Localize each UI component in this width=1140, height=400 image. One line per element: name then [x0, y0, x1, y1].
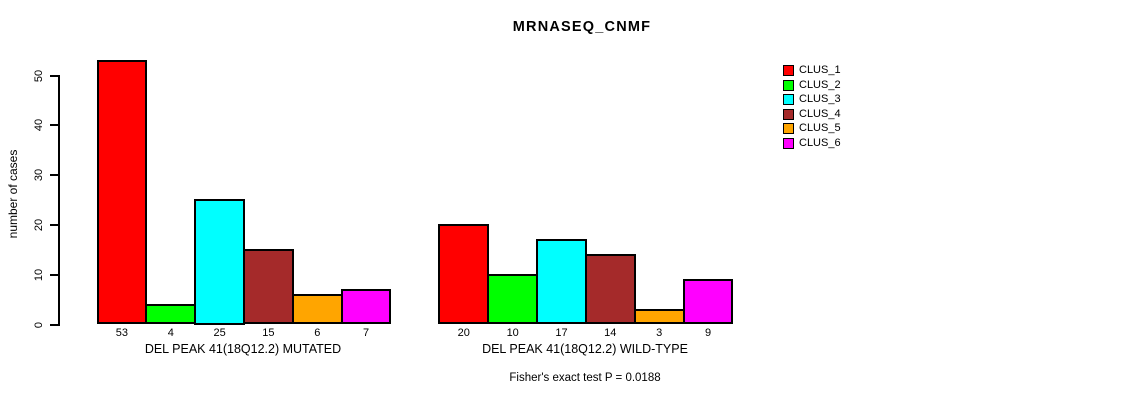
bar-value-label: 4: [167, 327, 174, 339]
legend-swatch-icon: [783, 137, 794, 149]
legend-item-clus_2: CLUS_2: [783, 78, 841, 91]
bar-value-label: 7: [363, 327, 370, 339]
x-axis-group-label-mutated: DEL PEAK 41(18Q12.2) MUTATED: [144, 342, 342, 356]
y-axis-tick: [50, 74, 59, 77]
x-axis-group-label-wild-type: DEL PEAK 41(18Q12.2) WILD-TYPE: [482, 342, 688, 356]
bar-value-label: 9: [704, 327, 712, 339]
legend-label: CLUS_6: [799, 136, 841, 149]
bar-clus_1-group1: [96, 59, 148, 325]
chart-title: MRNASEQ_CNMF: [512, 19, 652, 35]
bar-value-label: 25: [213, 327, 226, 339]
legend-swatch-icon: [783, 123, 794, 135]
bar-clus_5-group1: [291, 293, 343, 325]
y-axis-tick-label: 20: [33, 218, 45, 232]
legend-label: CLUS_3: [799, 93, 841, 106]
bar-value-label: 15: [262, 327, 275, 339]
y-axis-tick: [50, 223, 59, 226]
y-axis-tick: [50, 124, 59, 127]
y-axis-tick: [50, 174, 59, 177]
y-axis-label: number of cases: [6, 149, 20, 239]
y-axis-tick-label: 0: [33, 321, 45, 328]
legend-label: CLUS_5: [799, 122, 841, 135]
legend-swatch-icon: [783, 65, 794, 76]
y-axis-tick-label: 10: [33, 268, 45, 281]
bar-value-label: 3: [656, 327, 663, 339]
bar-clus_3-group1: [194, 199, 245, 325]
bar-clus_4-group1: [243, 248, 294, 325]
legend-swatch-icon: [783, 79, 794, 91]
bar-value-label: 10: [506, 327, 519, 339]
bar-clus_2-group2: [487, 273, 538, 325]
legend-item-clus_5: CLUS_5: [783, 122, 841, 135]
bar-clus_3-group2: [536, 238, 587, 325]
legend-label: CLUS_2: [799, 78, 841, 91]
bar-value-label: 20: [457, 327, 470, 339]
bar-clus_6-group2: [682, 278, 734, 325]
y-axis-tick: [50, 273, 59, 276]
bar-clus_5-group2: [633, 308, 685, 325]
legend-swatch-icon: [783, 94, 794, 106]
y-axis-tick: [50, 323, 59, 326]
legend-item-clus_1: CLUS_1: [783, 65, 841, 76]
legend-item-clus_6: CLUS_6: [783, 136, 841, 149]
bar-clus_2-group1: [145, 303, 197, 325]
fisher-test-annotation: Fisher's exact test P = 0.0188: [509, 372, 661, 384]
legend-swatch-icon: [783, 108, 794, 120]
bar-clus_1-group2: [438, 223, 490, 325]
y-axis-tick-label: 30: [33, 168, 45, 182]
bar-value-label: 14: [604, 327, 617, 339]
bar-clus_6-group1: [340, 288, 392, 325]
bar-value-label: 17: [555, 327, 568, 339]
bar-value-label: 6: [314, 327, 321, 339]
bar-value-label: 53: [115, 327, 129, 339]
y-axis-tick-label: 40: [33, 119, 45, 132]
legend: CLUS_1 CLUS_2 CLUS_3 CLUS_4 CLUS_5 CLUS_6: [783, 65, 841, 149]
y-axis-line: [58, 74, 60, 326]
legend-label: CLUS_1: [799, 64, 841, 76]
legend-item-clus_3: CLUS_3: [783, 93, 841, 106]
y-axis-tick-label: 50: [33, 69, 45, 82]
bar-clus_4-group2: [584, 253, 636, 325]
legend-item-clus_4: CLUS_4: [783, 107, 841, 120]
legend-label: CLUS_4: [799, 107, 841, 120]
